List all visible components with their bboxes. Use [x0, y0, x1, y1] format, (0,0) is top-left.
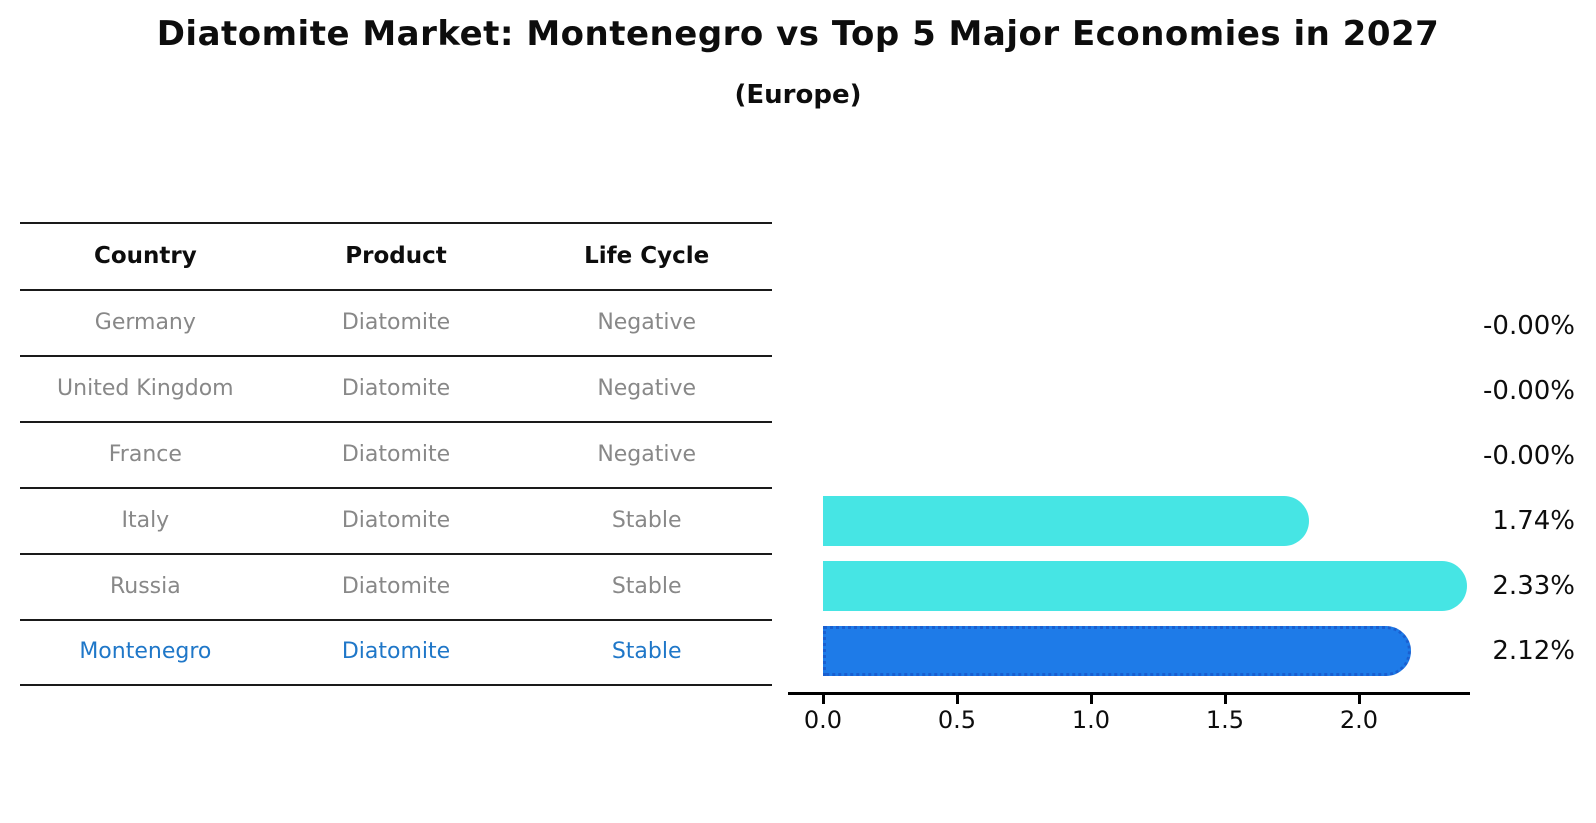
table-cell-country: Italy [121, 507, 170, 533]
table-cell-product: Diatomite [341, 309, 451, 335]
x-tick-label: 1.5 [1205, 706, 1245, 734]
table-divider [20, 619, 772, 621]
table-cell-product: Diatomite [341, 375, 451, 401]
table-cell-country: Montenegro [79, 639, 212, 664]
bar-montenegro [823, 626, 1412, 676]
x-tick-label: 0.5 [937, 706, 977, 734]
x-tick-label: 2.0 [1339, 706, 1379, 734]
x-tick-label: 1.0 [1071, 706, 1111, 734]
table-cell-lifecycle: Negative [597, 375, 697, 401]
table-cell-lifecycle: Stable [611, 507, 682, 533]
value-label: -0.00% [1483, 441, 1575, 471]
table-header-product: Product [345, 242, 447, 269]
table-divider [20, 487, 772, 489]
table-row-montenegro: Montenegro Diatomite Stable [20, 619, 772, 684]
table-cell-lifecycle: Negative [597, 441, 697, 467]
table-divider [20, 684, 772, 686]
table-divider [20, 355, 772, 357]
x-axis-tick [956, 694, 959, 704]
table-cell-country: Germany [94, 309, 196, 335]
value-label: -0.00% [1483, 311, 1575, 341]
table-row: Italy Diatomite Stable [20, 487, 772, 553]
table-cell-country: United Kingdom [57, 375, 234, 401]
value-label: 2.33% [1492, 571, 1575, 601]
bar-italy [823, 496, 1310, 546]
table-divider [20, 289, 772, 291]
table-cell-product: Diatomite [341, 441, 451, 467]
table-row: Germany Diatomite Negative [20, 289, 772, 355]
x-axis-tick [1224, 694, 1227, 704]
table-header-lifecycle: Life Cycle [584, 242, 710, 269]
bar-russia [823, 561, 1468, 611]
table-cell-country: France [108, 441, 182, 467]
x-axis-tick [822, 694, 825, 704]
table-divider [20, 421, 772, 423]
table-cell-product: Diatomite [341, 507, 451, 533]
chart-title: Diatomite Market: Montenegro vs Top 5 Ma… [156, 14, 1440, 54]
table-cell-product: Diatomite [341, 573, 451, 599]
table-header-row: Country Product Life Cycle [20, 222, 772, 289]
table-cell-country: Russia [109, 573, 181, 599]
table-divider [20, 553, 772, 555]
x-tick-label: 0.0 [803, 706, 843, 734]
x-axis-line [788, 692, 1470, 695]
value-label: -0.00% [1483, 376, 1575, 406]
table-cell-product: Diatomite [341, 639, 451, 664]
table-row: United Kingdom Diatomite Negative [20, 355, 772, 421]
x-axis-tick [1358, 694, 1361, 704]
x-axis-tick [1090, 694, 1093, 704]
table-row: Russia Diatomite Stable [20, 553, 772, 619]
table-header-country: Country [93, 242, 197, 269]
table-divider [20, 222, 772, 224]
table-cell-lifecycle: Stable [611, 573, 682, 599]
table-cell-lifecycle: Stable [611, 639, 682, 664]
chart-subtitle: (Europe) [734, 80, 862, 110]
value-label: 1.74% [1492, 506, 1575, 536]
table-cell-lifecycle: Negative [597, 309, 697, 335]
value-label: 2.12% [1492, 636, 1575, 666]
table-row: France Diatomite Negative [20, 421, 772, 487]
